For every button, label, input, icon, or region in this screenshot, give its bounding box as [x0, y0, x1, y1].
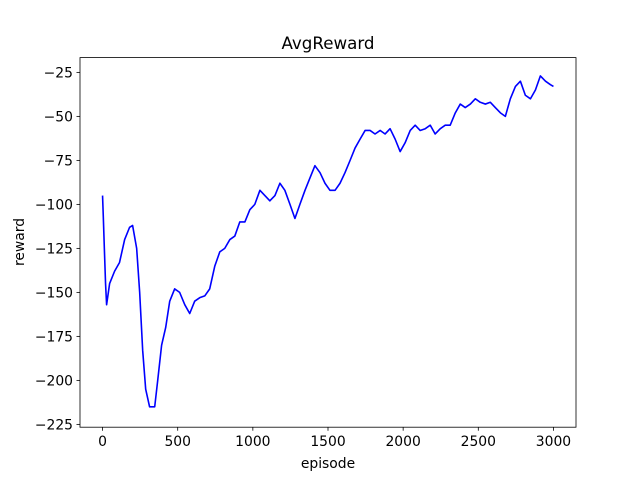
line-series — [101, 75, 554, 408]
x-tick-label: 3000 — [536, 434, 571, 450]
axes-frame — [79, 57, 577, 428]
y-tick-label: −150 — [35, 285, 73, 301]
y-tick-label: −50 — [44, 109, 73, 125]
y-tick-label: −225 — [35, 417, 73, 433]
y-tick-label: −125 — [35, 241, 73, 257]
x-tick-label: 1000 — [235, 434, 270, 450]
y-tick-label: −100 — [35, 197, 73, 213]
x-tick-label: 0 — [98, 434, 107, 450]
y-tick-label: −175 — [35, 329, 73, 345]
x-tick-label: 2500 — [461, 434, 496, 450]
x-tick-label: 500 — [164, 434, 191, 450]
y-axis-label: reward — [12, 218, 28, 266]
y-tick-label: −200 — [35, 373, 73, 389]
x-tick-label: 2000 — [385, 434, 420, 450]
y-tick-label: −25 — [44, 65, 73, 81]
y-tick-label: −75 — [44, 153, 73, 169]
x-tick-label: 1500 — [310, 434, 345, 450]
chart-title: AvgReward — [281, 33, 374, 53]
x-axis-label: episode — [301, 456, 355, 472]
